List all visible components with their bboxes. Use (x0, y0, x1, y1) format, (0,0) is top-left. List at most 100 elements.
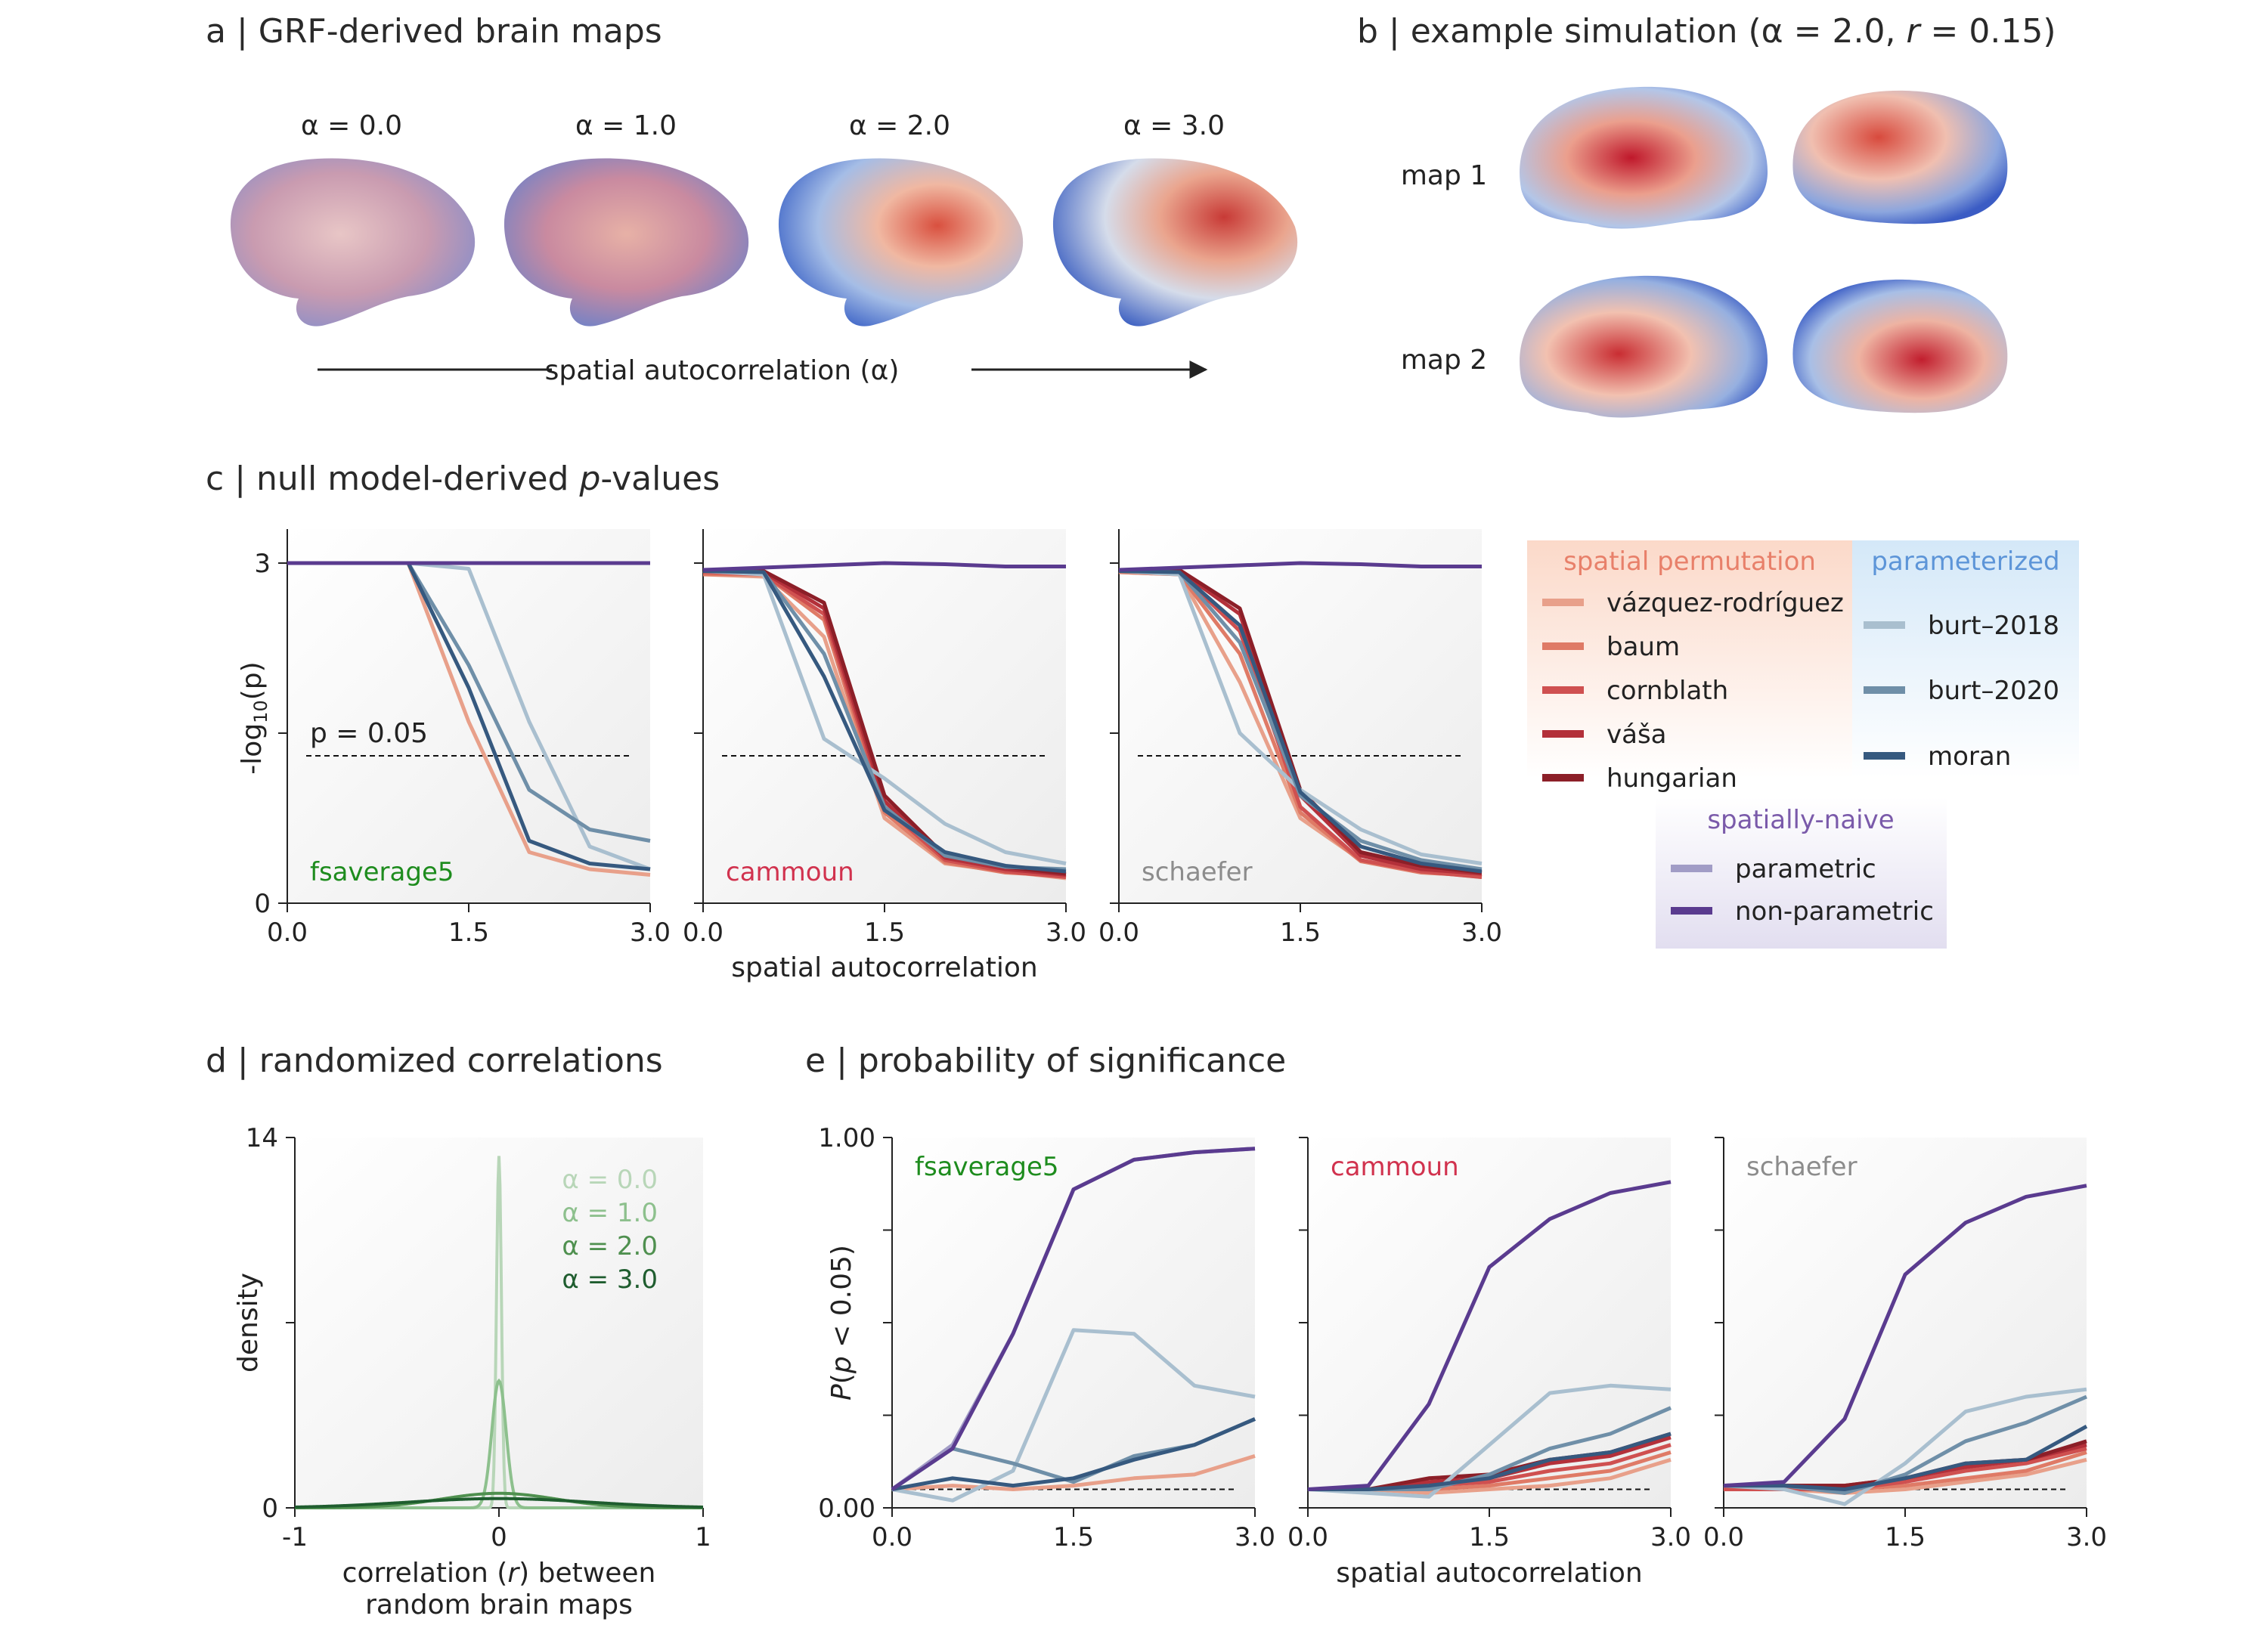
series-line-moran (702, 569, 1067, 874)
legend-label-vazquez-rodriguez: vázquez-rodríguez (1606, 588, 1844, 618)
series-line-burt-2018 (891, 1328, 1256, 1503)
legend-label-burt-2018: burt–2018 (1928, 611, 2059, 641)
x-tick-label: 3.0 (1235, 1522, 1275, 1552)
density-curve-3 (294, 1497, 704, 1509)
brain-map-2-medial (1792, 279, 2008, 413)
series-line-burt-2018 (1307, 1383, 1672, 1499)
series-line-non-parametric (891, 1147, 1256, 1491)
panel-b: b | example simulation (α = 2.0, r = 0.1… (1357, 12, 2056, 418)
y-tick-label: 0 (254, 889, 271, 919)
x-tick-label: 0.0 (1703, 1522, 1744, 1552)
y-tick-label: 3 (254, 549, 271, 579)
series-line-non-parametric (1723, 1184, 2087, 1488)
facet-label-schaefer: schaefer (1746, 1152, 1857, 1182)
facet-cammoun: 0.0 1.5 3.0 cammoun (1287, 1137, 1691, 1552)
alpha-label-2: α = 2.0 (849, 110, 950, 141)
legend-title-spatial-permutation: spatial permutation (1563, 546, 1816, 577)
d-y-axis-label: density (233, 1273, 264, 1373)
y-tick-label: 14 (246, 1123, 278, 1153)
legend-box-spatially-naive (1656, 797, 1947, 949)
legend-label-cornblath: cornblath (1606, 676, 1728, 706)
facet-fsaverage5: 0.0 1.5 3.0 0.00 1.00 fsaverage5 (818, 1123, 1275, 1552)
alpha-label-3: α = 3.0 (1123, 110, 1225, 141)
facet-label-fsaverage5: fsaverage5 (310, 857, 454, 887)
legend-label-baum: baum (1606, 632, 1680, 662)
series-line-moran (891, 1417, 1256, 1491)
facet-label-schaefer: schaefer (1142, 857, 1253, 887)
density-curve-2 (294, 1491, 704, 1509)
legend-label-burt-2020: burt–2020 (1928, 676, 2059, 706)
plot-background (1119, 529, 1482, 903)
x-tick-label: 3.0 (1461, 918, 1502, 948)
x-tick-label: 0 (491, 1522, 507, 1552)
series-line-moran (1118, 569, 1483, 874)
panel-e-plots: 0.0 1.5 3.0 0.00 1.00 fsaverage5 0.0 1.5 3.0 camm… (818, 1123, 2107, 1589)
plot-background (1724, 1138, 2087, 1508)
legend-box-parameterized (1852, 540, 2079, 778)
facet-label-fsaverage5: fsaverage5 (915, 1152, 1059, 1182)
legend-title-parameterized: parameterized (1871, 546, 2059, 577)
x-tick-label: -1 (282, 1522, 308, 1552)
legend-items: vázquez-rodríguez baum cornblath váša hungar… (1542, 588, 2059, 927)
map-1-label: map 1 (1401, 160, 1487, 191)
d-x-axis-label-line1: correlation (r) between (342, 1558, 656, 1589)
arrow-label: spatial autocorrelation (α) (545, 355, 900, 386)
legend-label-hungarian: hungarian (1606, 763, 1737, 794)
legend-label-vasa: váša (1606, 720, 1667, 750)
d-x-axis-label-line2: random brain maps (365, 1589, 633, 1620)
panel-e-title: e | probability of significance (805, 1042, 1286, 1080)
y-tick-label: 0 (262, 1493, 278, 1524)
threshold-label: p = 0.05 (310, 718, 428, 749)
legend: spatial permutation parameterized spatia… (1527, 540, 2079, 949)
panel-a-title: a | GRF-derived brain maps (206, 12, 662, 51)
density-legend-1: α = 1.0 (562, 1198, 658, 1228)
density-legend-3: α = 3.0 (562, 1264, 658, 1295)
y-tick-label: 0.00 (818, 1493, 875, 1524)
legend-label-moran: moran (1928, 741, 2011, 772)
x-tick-label: 0.0 (683, 918, 723, 948)
map-2-label: map 2 (1401, 345, 1487, 376)
brain-map-alpha-1 (503, 158, 749, 327)
x-tick-label: 1.5 (1885, 1522, 1926, 1552)
panel-d-title: d | randomized correlations (206, 1042, 663, 1080)
x-tick-label: 1.5 (1469, 1522, 1510, 1552)
x-tick-label: 3.0 (1650, 1522, 1691, 1552)
x-tick-label: 3.0 (630, 918, 671, 948)
brain-map-alpha-2 (778, 158, 1024, 327)
alpha-label-1: α = 1.0 (575, 110, 677, 141)
brain-map-1-medial (1792, 90, 2008, 224)
facet-fsaverage5: 0.0 1.5 3.0 0 3 fsaverage5 (254, 529, 671, 948)
plot-background (703, 529, 1066, 903)
facet-label-cammoun: cammoun (726, 857, 854, 887)
facet-cammoun: 0.0 1.5 3.0 cammoun (683, 529, 1086, 948)
x-tick-label: 1.5 (448, 918, 489, 948)
series-line-non-parametric (702, 561, 1066, 572)
series-line-moran (1308, 1432, 1672, 1491)
facet-schaefer: 0.0 1.5 3.0 schaefer (1703, 1137, 2107, 1552)
e-y-axis-label: P(p < 0.05) (826, 1245, 857, 1401)
x-tick-label: 0.0 (1098, 918, 1139, 948)
brain-map-alpha-3 (1052, 158, 1298, 327)
density-legend-2: α = 2.0 (562, 1231, 658, 1261)
series-line-burt-2018 (1723, 1387, 2087, 1506)
plot-background (287, 529, 650, 903)
c-y-axis-label: -log10(p) (237, 661, 271, 774)
panel-c-plots: 0.0 1.5 3.0 0 3 fsaverage5 p = 0.05 0.0 1.5 3.0 ca… (237, 529, 1502, 983)
legend-box-spatial-permutation (1527, 540, 1852, 778)
x-tick-label: 1.5 (864, 918, 905, 948)
panel-c: c | null model-derived p-values 0.0 1.5 3.… (206, 460, 1502, 983)
series-line-non-parametric (1118, 561, 1482, 572)
series-line-moran (1724, 1425, 2088, 1491)
e-x-axis-label: spatial autocorrelation (1336, 1558, 1642, 1589)
brain-map-alpha-0 (230, 158, 476, 327)
legend-label-non-parametric: non-parametric (1735, 896, 1934, 927)
x-tick-label: 3.0 (2066, 1522, 2107, 1552)
panel-c-title: c | null model-derived p-values (206, 460, 720, 498)
panel-e: e | probability of significance 0.0 1.5 3.… (805, 1042, 2107, 1589)
facet-label-cammoun: cammoun (1331, 1152, 1459, 1182)
x-tick-label: 1.5 (1280, 918, 1321, 948)
x-tick-label: 1 (695, 1522, 711, 1552)
